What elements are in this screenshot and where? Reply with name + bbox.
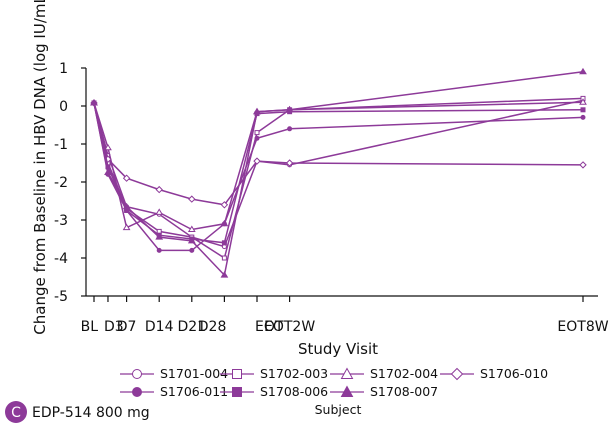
data-point (187, 236, 196, 244)
data-point (221, 255, 227, 261)
series-line (93, 101, 584, 231)
data-point (187, 225, 196, 232)
legend-label: S1708-006 (260, 384, 328, 399)
data-point (122, 174, 131, 182)
data-point (122, 202, 131, 210)
legend-item: S1708-006 (220, 384, 328, 399)
y-tick-label: -3 (54, 213, 68, 229)
series-s1708-006 (91, 100, 586, 246)
data-point (340, 367, 354, 379)
data-point (221, 221, 227, 227)
y-tick-label: -2 (54, 175, 68, 191)
data-point (221, 240, 227, 246)
data-point (104, 143, 112, 151)
data-point (90, 98, 98, 106)
x-tick-label: EOT2W (264, 319, 315, 335)
x-tick-label: D21 (177, 319, 206, 335)
x-tick-label: D28 (198, 319, 227, 335)
data-point (220, 271, 229, 278)
legend-label: S1701-004 (160, 366, 228, 381)
data-point (155, 208, 164, 215)
legend-label: S1708-007 (370, 384, 438, 399)
x-tick-label: BL (81, 319, 99, 335)
data-point (253, 157, 261, 165)
panel-letter-badge (5, 401, 27, 423)
legend-item: S1702-004 (330, 366, 438, 381)
data-point (254, 135, 260, 141)
x-tick-label: EOT (255, 319, 284, 335)
data-point (122, 223, 131, 231)
x-axis-title: Study Visit (298, 340, 378, 358)
legend-item: S1702-003 (220, 366, 328, 381)
legend-label: S1702-003 (260, 366, 328, 381)
data-point (132, 387, 142, 397)
series-s1706-011 (91, 100, 586, 253)
series-s1708-007 (90, 67, 587, 278)
data-point (580, 107, 586, 113)
data-point (155, 185, 163, 194)
series-line (93, 97, 584, 260)
data-point (156, 247, 162, 253)
data-point (155, 233, 164, 240)
y-tick-label: 0 (59, 99, 68, 115)
x-tick-label: D3 (104, 319, 124, 335)
data-point (254, 130, 260, 136)
data-point (340, 385, 354, 397)
legend-item: S1706-011 (120, 384, 228, 399)
x-tick-label: D7 (117, 319, 137, 335)
panel-dose-label: EDP-514 800 mg (32, 405, 150, 421)
data-point (287, 126, 293, 132)
y-tick-label: -1 (54, 137, 68, 153)
legend-item: S1701-004 (120, 366, 228, 381)
legend-item: S1706-010 (440, 366, 548, 381)
x-tick-label: D14 (145, 319, 174, 335)
series-line (93, 99, 584, 248)
data-point (285, 105, 294, 113)
data-point (188, 195, 196, 203)
data-point (132, 369, 142, 379)
data-point (285, 159, 294, 167)
x-tick-label: EOT8W (557, 319, 608, 335)
legend: S1701-004 S1702-003 S1702-004 S1706-010 S170… (120, 366, 548, 399)
legend-item: S1708-007 (330, 384, 438, 399)
panel-label: C EDP-514 800 mg (5, 401, 150, 423)
y-tick-label: -4 (54, 251, 68, 267)
y-axis-title: Change from Baseline in HBV DNA (log IU/… (31, 0, 49, 335)
series-s1702-004 (90, 98, 587, 232)
legend-label: S1702-004 (370, 366, 438, 381)
data-point (232, 387, 242, 397)
series-line (93, 102, 584, 244)
panel-letter: C (11, 405, 21, 421)
series-line (93, 71, 584, 277)
data-point (253, 107, 261, 115)
data-point (232, 369, 242, 379)
data-point (579, 98, 587, 105)
legend-label: S1706-011 (160, 384, 228, 399)
data-point (220, 201, 229, 209)
legend-title: Subject (315, 402, 362, 417)
data-point (579, 161, 587, 169)
data-point (579, 67, 587, 75)
series-line (93, 102, 584, 252)
data-point (580, 114, 586, 120)
data-point (104, 168, 112, 175)
series-layer (90, 67, 587, 278)
data-point (189, 247, 195, 253)
y-tick-label: 1 (59, 61, 68, 77)
y-tick-label: -5 (54, 289, 68, 305)
data-point (450, 367, 464, 381)
legend-label: S1706-010 (480, 366, 548, 381)
